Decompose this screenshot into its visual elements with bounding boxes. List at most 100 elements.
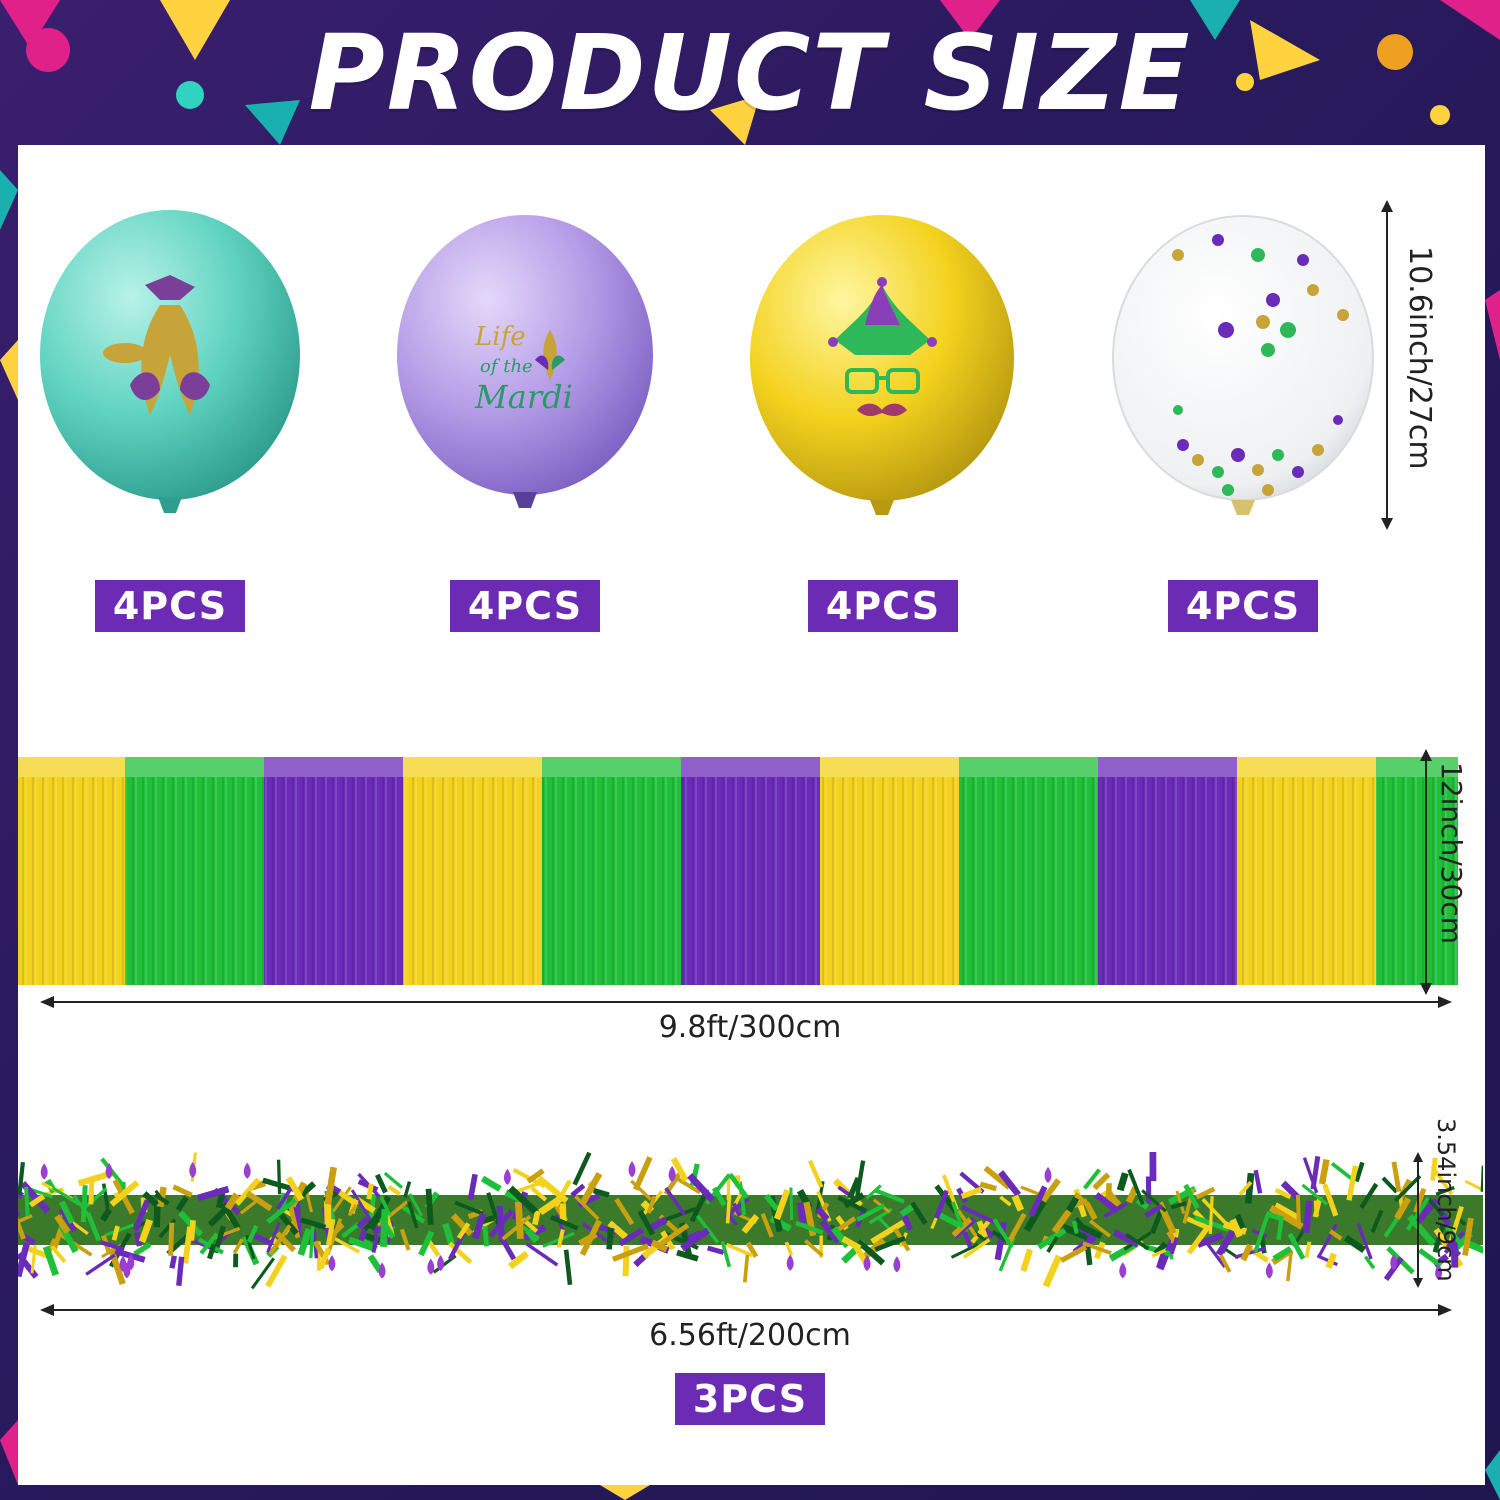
tinsel-strand xyxy=(418,1230,435,1257)
tinsel-strand xyxy=(54,1214,71,1234)
tinsel-strand xyxy=(795,1220,824,1235)
fleur-de-lis-icon xyxy=(628,1161,636,1178)
tinsel-strand xyxy=(1295,1194,1301,1223)
tinsel-strand xyxy=(456,1222,471,1240)
fleur-de-lis-icon xyxy=(437,1255,445,1272)
tinsel-strand xyxy=(1028,1185,1048,1218)
tinsel-strand xyxy=(725,1194,732,1224)
tinsel-strand xyxy=(1195,1186,1216,1200)
tinsel-strand xyxy=(133,1241,152,1257)
tinsel-strand xyxy=(862,1237,886,1260)
tinsel-strand xyxy=(572,1151,592,1186)
tinsel-strand xyxy=(559,1203,567,1223)
tinsel-strand xyxy=(72,1194,93,1221)
yellow-balloon-count-badge: 4PCS xyxy=(808,580,958,632)
tinsel-strand xyxy=(85,1253,116,1276)
tinsel-strand xyxy=(1273,1202,1301,1222)
tinsel-strand xyxy=(1112,1229,1140,1248)
tinsel-strand xyxy=(874,1188,905,1204)
tinsel-strand xyxy=(525,1242,559,1267)
balloon-size-label: 10.6inch/27cm xyxy=(1402,246,1437,470)
tinsel-strand xyxy=(1418,1248,1443,1268)
tinsel-strand xyxy=(1196,1232,1224,1248)
tinsel-strand xyxy=(784,1241,794,1257)
tinsel-strand xyxy=(796,1202,807,1224)
tinsel-strand xyxy=(1383,1215,1401,1238)
tinsel-strand xyxy=(579,1219,602,1256)
tinsel-strand xyxy=(1354,1161,1365,1183)
balloon-print-life: Life xyxy=(474,322,526,352)
tinsel-strand xyxy=(687,1173,716,1203)
tinsel-strand xyxy=(471,1212,487,1240)
tinsel-strand xyxy=(962,1231,973,1248)
tinsel-strand xyxy=(1445,1241,1462,1257)
tinsel-strand xyxy=(245,1190,273,1212)
tinsel-strand xyxy=(675,1176,701,1195)
tinsel-strand xyxy=(1435,1186,1455,1196)
tinsel-strand xyxy=(348,1236,376,1252)
tinsel-strand xyxy=(100,1157,127,1189)
tinsel-strand xyxy=(276,1159,282,1195)
tinsel-strand xyxy=(246,1224,259,1244)
tinsel-strand xyxy=(109,1180,140,1207)
tinsel-strand xyxy=(1076,1222,1103,1240)
fleur-de-lis-icon xyxy=(243,1162,251,1179)
tinsel-strand xyxy=(515,1181,541,1194)
fleur-de-lis-icon xyxy=(786,1254,794,1271)
tinsel-strand xyxy=(819,1219,841,1244)
fleur-de-lis-icon xyxy=(427,1258,435,1275)
tinsel-strand xyxy=(1077,1227,1096,1240)
tinsel-strand xyxy=(960,1186,983,1199)
fleur-de-lis-icon xyxy=(119,1255,127,1272)
tinsel-strand xyxy=(1234,1246,1266,1259)
tinsel-strand xyxy=(1153,1241,1168,1256)
tinsel-strand xyxy=(1037,1227,1067,1250)
balloon-print-mardi: Mardi xyxy=(474,378,573,416)
tinsel-strand xyxy=(1265,1211,1285,1222)
tinsel-strand xyxy=(132,1199,151,1232)
tinsel-strand xyxy=(707,1245,725,1255)
tinsel-strand xyxy=(486,1192,502,1228)
tinsel-strand xyxy=(999,1195,1012,1207)
tinsel-strand xyxy=(950,1243,979,1259)
tinsel-strand xyxy=(220,1202,241,1230)
tinsel-strand xyxy=(1238,1180,1253,1196)
tinsel-strand xyxy=(1144,1203,1163,1219)
tinsel-strand xyxy=(448,1241,473,1265)
yellow-jester-face-balloon xyxy=(750,215,1014,515)
teal-balloon-count-badge: 4PCS xyxy=(95,580,245,632)
tinsel-strand xyxy=(482,1225,490,1247)
fleur-de-lis-icon xyxy=(1119,1262,1127,1279)
fringe-height-label: 12inch/30cm xyxy=(1435,762,1468,945)
tinsel-strand xyxy=(100,1207,113,1222)
tinsel-strand xyxy=(1329,1229,1343,1241)
tinsel-strand xyxy=(1318,1223,1338,1257)
tinsel-strand xyxy=(300,1217,327,1230)
tinsel-strand xyxy=(847,1176,861,1200)
tinsel-strand xyxy=(1127,1168,1145,1206)
tinsel-strand xyxy=(856,1203,886,1222)
balloon-print-of-the: of the xyxy=(480,356,533,377)
tinsel-strand xyxy=(530,1186,548,1202)
confetti-icon xyxy=(1172,234,1349,496)
tinsel-strand xyxy=(18,1161,25,1195)
glasses-icon xyxy=(845,368,920,394)
tinsel-strand xyxy=(266,1221,281,1254)
tinsel-strand xyxy=(1287,1232,1306,1260)
tinsel-strand xyxy=(467,1173,478,1200)
tinsel-strand xyxy=(563,1249,573,1285)
tinsel-strand xyxy=(618,1227,644,1247)
tinsel-strand xyxy=(1183,1183,1200,1210)
tinsel-strand xyxy=(1268,1204,1304,1230)
tinsel-strand xyxy=(1318,1159,1330,1185)
tinsel-strand xyxy=(1218,1254,1232,1273)
tinsel-strand xyxy=(1201,1197,1228,1225)
tinsel-strand xyxy=(1020,1248,1034,1273)
tinsel-strand xyxy=(1244,1172,1255,1204)
fleur-de-lis-icon xyxy=(189,1161,197,1178)
tinsel-strand xyxy=(1343,1234,1367,1254)
fleur-de-lis-icon xyxy=(1265,1262,1273,1279)
tinsel-strand xyxy=(874,1235,906,1252)
tinsel-strand xyxy=(1394,1196,1412,1220)
garland-height-arrow xyxy=(1413,1152,1423,1288)
